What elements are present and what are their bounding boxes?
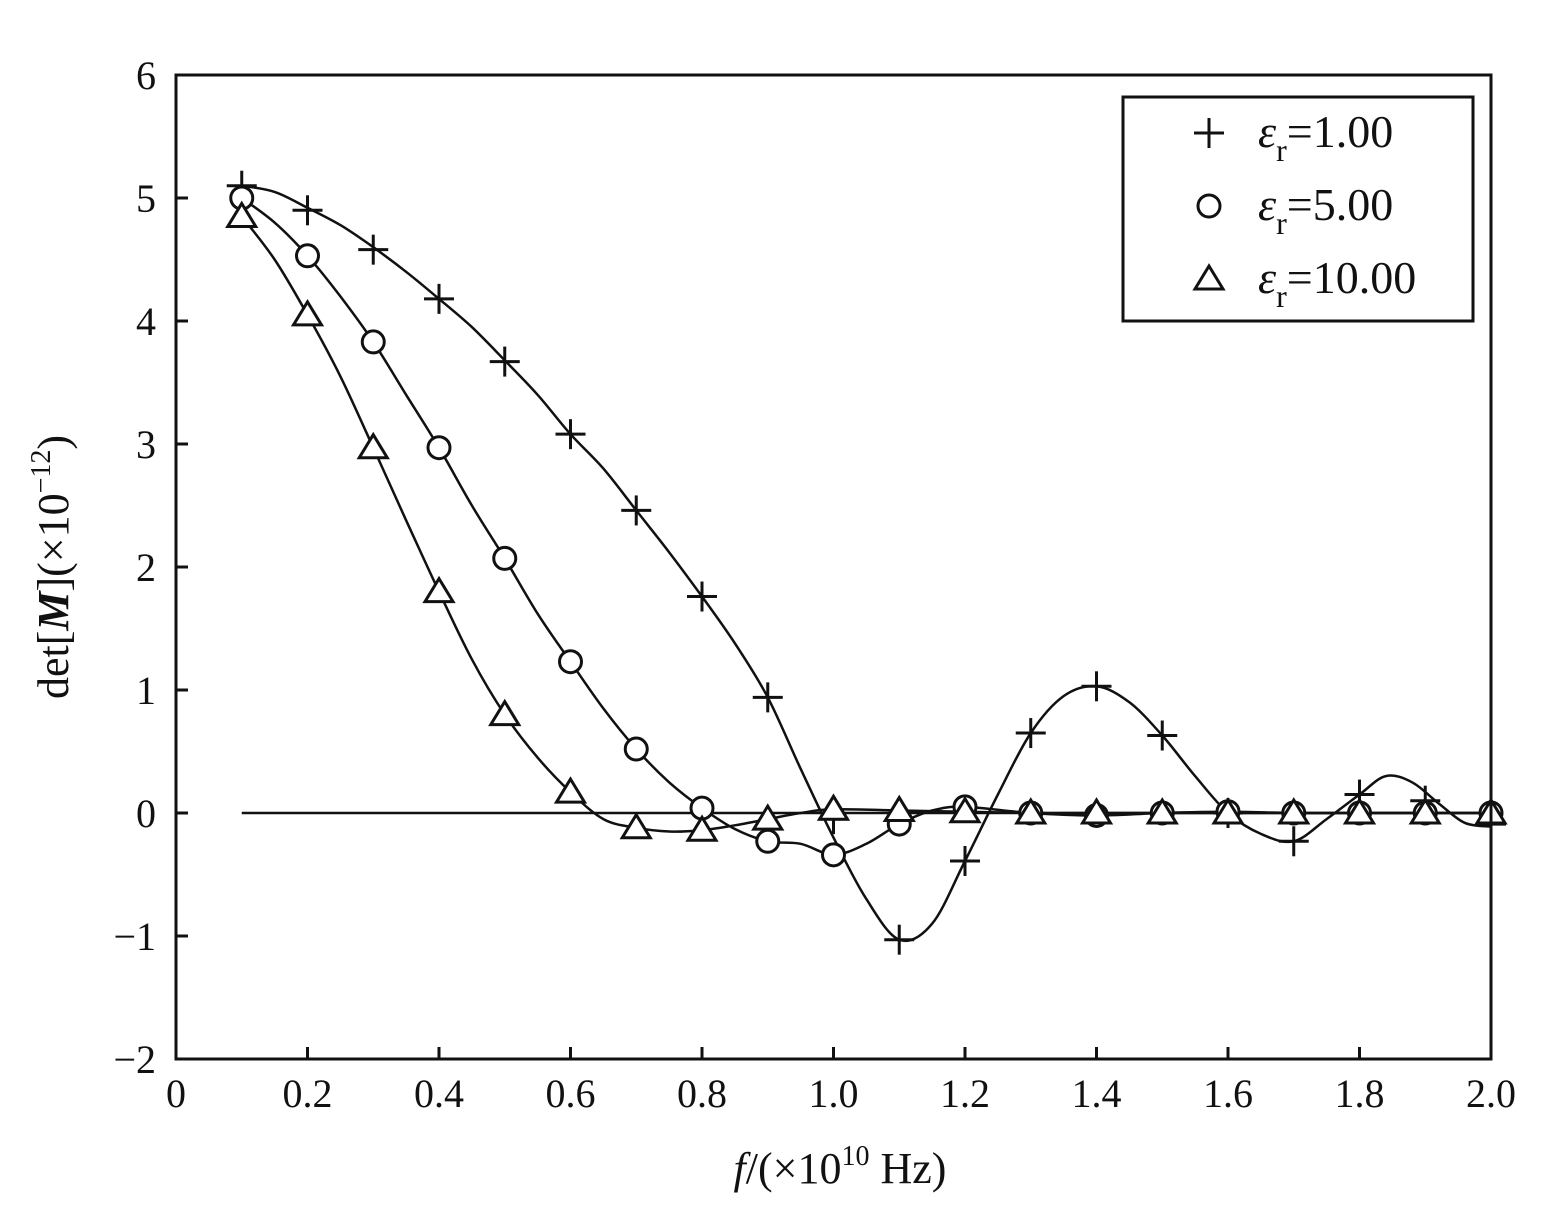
x-tick-label: 1.2 <box>940 1071 990 1116</box>
y-axis-label-close: ) <box>29 435 78 450</box>
data-point-er-10 <box>882 794 916 823</box>
x-tick-label: 1.0 <box>809 1071 859 1116</box>
y-tick-label: 5 <box>136 176 156 221</box>
data-point-er-1 <box>884 924 915 955</box>
data-point-er-10 <box>1014 797 1048 825</box>
y-tick-label: 0 <box>136 791 156 836</box>
data-point-er-1 <box>1278 826 1309 857</box>
axis-ticks: 0 0.2 0.4 0.6 0.8 1.0 1.2 1.4 1.6 1.8 2.0 −2 −1 0 1 2 3 4… <box>113 53 1516 1116</box>
y-axis-label: det[M](×10−12) <box>26 435 78 699</box>
y-axis-variable: M <box>29 590 78 632</box>
data-point-er-5 <box>755 828 781 854</box>
y-tick-label: −1 <box>113 914 156 959</box>
data-point-er-10 <box>488 698 522 727</box>
legend-marker-er-1 <box>1194 118 1224 148</box>
legend-marker-er-5 <box>1196 193 1222 219</box>
data-point-er-5 <box>426 435 452 461</box>
data-point-er-5 <box>821 842 846 868</box>
series-line-er-1 <box>241 184 1492 943</box>
x-axis-exponent: 10 <box>841 1141 869 1172</box>
data-point-er-10 <box>1342 797 1377 825</box>
data-point-er-10 <box>816 793 851 821</box>
x-axis-label-text: /(×10 <box>746 1144 842 1193</box>
data-point-er-10 <box>619 811 653 840</box>
y-tick-label: 4 <box>136 299 156 344</box>
data-point-er-5 <box>360 329 386 355</box>
x-tick-label: 0.6 <box>546 1071 596 1116</box>
data-point-er-10 <box>1408 797 1442 825</box>
data-point-er-1 <box>621 495 652 526</box>
legend: εr=1.00 εr=5.00 εr=10.00 <box>1121 95 1475 323</box>
data-point-er-1 <box>292 195 323 226</box>
legend-label-er-5: εr=5.00 <box>1258 179 1393 241</box>
y-tick-label: 3 <box>136 422 156 467</box>
data-point-er-1 <box>555 419 586 450</box>
data-point-er-1 <box>424 283 454 314</box>
data-point-er-5 <box>492 545 518 571</box>
x-axis-unit: Hz) <box>869 1144 946 1193</box>
data-point-er-10 <box>225 200 259 228</box>
y-tick-label: 1 <box>136 668 156 713</box>
data-point-er-10 <box>1079 797 1114 825</box>
legend-box <box>1121 95 1475 323</box>
data-point-er-1 <box>752 682 783 713</box>
data-point-er-10 <box>685 814 719 842</box>
y-axis-label-prefix: det[ <box>29 631 78 699</box>
x-tick-label: 2.0 <box>1466 1071 1516 1116</box>
data-point-er-10 <box>948 795 982 824</box>
data-point-er-1 <box>1015 718 1046 749</box>
y-axis-label-suffix: ](×10 <box>29 493 78 591</box>
data-point-er-1 <box>1147 720 1178 751</box>
data-point-er-1 <box>358 234 389 265</box>
y-axis-exponent: −12 <box>26 450 57 494</box>
data-point-er-1 <box>489 346 520 377</box>
y-tick-label: −2 <box>113 1037 156 1082</box>
data-point-er-10 <box>1145 797 1179 825</box>
data-point-er-10 <box>553 776 588 804</box>
x-tick-label: 0.8 <box>677 1071 727 1116</box>
x-tick-label: 0.4 <box>414 1071 464 1116</box>
data-point-er-1 <box>1081 671 1112 702</box>
x-tick-label: 0.2 <box>283 1071 333 1116</box>
x-tick-label: 1.6 <box>1203 1071 1253 1116</box>
data-point-er-1 <box>687 581 717 612</box>
data-point-er-10 <box>422 575 456 604</box>
data-point-er-5 <box>558 649 583 675</box>
x-tick-label: 1.8 <box>1335 1071 1385 1116</box>
y-tick-label: 2 <box>136 545 156 590</box>
data-point-er-10 <box>290 298 325 327</box>
legend-label-er-1: εr=1.00 <box>1258 106 1393 168</box>
legend-label-er-10: εr=10.00 <box>1258 252 1416 314</box>
data-point-er-10 <box>1211 797 1245 825</box>
x-tick-label: 1.4 <box>1072 1071 1122 1116</box>
data-point-er-10 <box>1277 797 1311 825</box>
x-axis-label: f/(×1010 Hz) <box>734 1141 947 1193</box>
data-point-er-5 <box>295 243 320 269</box>
x-tick-label: 0 <box>166 1071 186 1116</box>
data-point-er-10 <box>751 803 785 831</box>
legend-markers <box>1192 118 1226 291</box>
data-point-er-10 <box>356 431 390 460</box>
data-point-er-1 <box>950 845 980 876</box>
y-tick-label: 6 <box>136 53 156 98</box>
legend-marker-er-10 <box>1192 263 1226 291</box>
data-point-er-5 <box>623 736 649 762</box>
